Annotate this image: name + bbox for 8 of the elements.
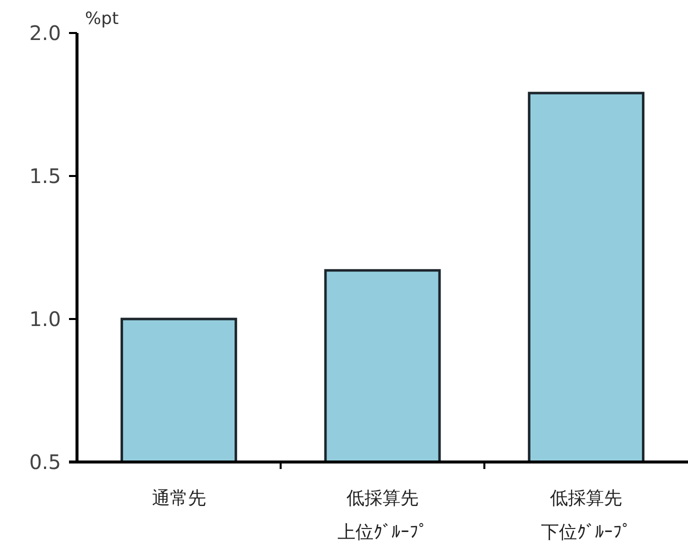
y-tick-label: 1.5 bbox=[29, 164, 61, 188]
x-tick-label: 低採算先下位ｸﾞﾙｰﾌﾟ bbox=[541, 487, 632, 545]
x-tick-label: 低採算先上位ｸﾞﾙｰﾌﾟ bbox=[338, 487, 428, 545]
y-axis-title: %pt bbox=[85, 9, 119, 29]
y-tick-label: 2.0 bbox=[29, 21, 61, 45]
y-tick-label: 1.0 bbox=[29, 307, 61, 331]
x-tick-label: 通常先 bbox=[152, 487, 206, 511]
y-tick-label: 0.5 bbox=[29, 450, 61, 474]
